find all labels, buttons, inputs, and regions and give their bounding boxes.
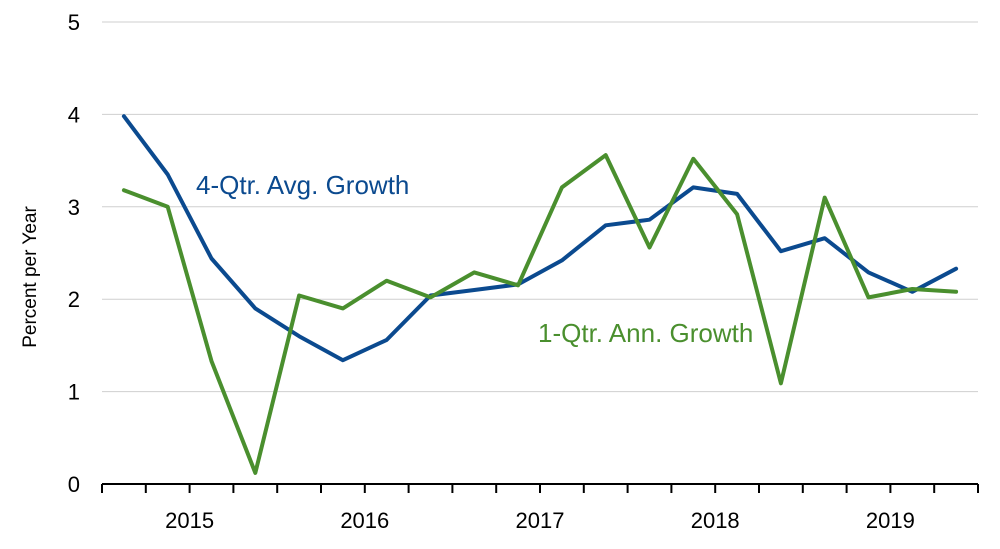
y-tick-label-3: 3	[68, 195, 80, 220]
series-lines	[121, 114, 959, 475]
y-tick-label-2: 2	[68, 287, 80, 312]
y-tick-label-5: 5	[68, 10, 80, 35]
x-tick-label-2018: 2018	[691, 508, 740, 533]
x-tick-label-2017: 2017	[516, 508, 565, 533]
x-tick-label-2016: 2016	[340, 508, 389, 533]
series-line-0	[121, 114, 959, 363]
legend-label-4qtr-avg: 4-Qtr. Avg. Growth	[196, 170, 409, 200]
y-tick-label-1: 1	[68, 380, 80, 405]
x-axis	[101, 483, 979, 493]
y-tick-label-0: 0	[68, 472, 80, 497]
x-tick-label-2019: 2019	[866, 508, 915, 533]
legend-label-1qtr-ann: 1-Qtr. Ann. Growth	[538, 318, 753, 348]
series-line-1	[121, 153, 959, 475]
x-tick-label-2015: 2015	[165, 508, 214, 533]
y-axis-label: Percent per Year	[20, 206, 41, 348]
y-tick-label-4: 4	[68, 102, 80, 127]
y-tick-labels: 0 1 2 3 4 5	[68, 10, 80, 497]
x-tick-labels: 2015 2016 2017 2018 2019	[165, 508, 915, 533]
